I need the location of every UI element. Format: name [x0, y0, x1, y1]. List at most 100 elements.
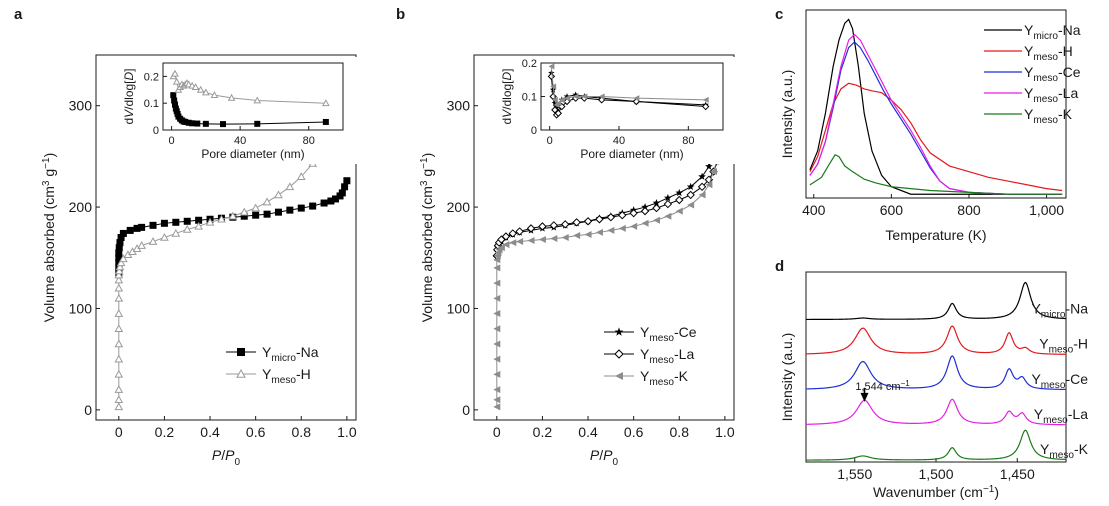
data-point [296, 172, 306, 180]
data-point [630, 222, 638, 230]
inset-y-axis-label: dV/dlog[D] [500, 68, 514, 124]
data-point [160, 232, 169, 241]
series-line-Ymeso-K [809, 153, 1063, 195]
series-line-Ymicro-Na [806, 281, 1067, 321]
legend-label-tail: -Na [1065, 301, 1088, 317]
legend-label-subscript: meso [649, 377, 674, 388]
x-axis-label: P/P0 [590, 447, 619, 468]
data-point [698, 172, 706, 180]
inset-data-point [563, 93, 571, 100]
inset-data-point [172, 77, 181, 85]
inset-x-axis-label: Pore diameter (nm) [201, 147, 304, 161]
inset-data-point [322, 99, 330, 107]
inset-data-point [220, 121, 226, 128]
data-point [698, 191, 706, 199]
y-axis-label-text: Volume absorbed (cm [41, 186, 57, 322]
inset-data-point [547, 72, 556, 81]
x-axis-label-p: P [603, 447, 613, 463]
legend-label-subscript: meso [1041, 380, 1066, 391]
inset-data-point [170, 92, 177, 99]
plot-frame [162, 62, 344, 131]
legend-label-main: Y [1040, 441, 1050, 457]
inset-data-point [555, 100, 562, 107]
data-point [240, 212, 248, 220]
data-point [217, 214, 226, 223]
panel-label: a [14, 6, 23, 23]
legend-label-main: Y [1034, 406, 1044, 422]
data-point [114, 275, 124, 284]
legend-label-subscript: meso [1033, 52, 1058, 63]
series-line-Ymeso-K [806, 429, 1067, 461]
y-axis-label-text: Volume absorbed (cm [419, 186, 435, 322]
x-tick-label: 80 [303, 135, 315, 147]
series-line-Ymeso-H [805, 325, 1067, 355]
x-tick-label: 0.8 [292, 424, 312, 440]
legend-label-tail: -K [1074, 441, 1089, 457]
plot-frame [95, 54, 357, 421]
data-point [697, 182, 707, 192]
data-point [114, 395, 124, 404]
data-point [663, 199, 673, 209]
legend-label: Ymeso-H [262, 366, 311, 386]
legend-label-main: Y [1031, 301, 1041, 317]
x-axis-label: Wavenumber (cm−1) [873, 484, 999, 500]
inset-y-label-part: d [500, 118, 514, 125]
data-point [119, 229, 127, 237]
data-point [239, 207, 249, 216]
y-tick-label: 300 [69, 98, 93, 114]
data-point [115, 244, 123, 252]
data-point [286, 206, 294, 214]
legend-label-main: Y [1039, 336, 1049, 352]
data-point [550, 235, 558, 243]
legend-label-subscript: micro [1041, 310, 1066, 321]
series-line-Ymeso-La [805, 398, 1067, 426]
inset-data-point [564, 95, 570, 102]
data-point [641, 219, 649, 227]
x-axis-label: Temperature (K) [885, 227, 986, 243]
data-point [493, 325, 501, 333]
data-point [182, 224, 192, 233]
data-point [686, 190, 695, 200]
data-point [493, 396, 501, 404]
x-axis-label-slash: / [599, 447, 603, 463]
data-point [675, 188, 684, 197]
inset: 0 40 80 0 0.1 0.2 Pore diameter (nm) dV/dlog[D] [500, 57, 739, 164]
data-point [664, 212, 672, 220]
legend-label: Ymeso-La [640, 346, 694, 366]
data-point [493, 403, 501, 411]
y-axis-label: Volume absorbed (cm3 g−1) [419, 153, 435, 323]
data-point [493, 310, 501, 318]
data-point [338, 189, 346, 197]
inset-y-label-part: V [122, 109, 136, 118]
legend-label: Ymeso-K [1024, 106, 1073, 126]
legend-label-subscript: meso [271, 375, 296, 386]
y-tick-label: 100 [69, 300, 93, 316]
data-point [114, 354, 124, 363]
inset-data-point [182, 118, 189, 125]
y-tick-label: 0.1 [522, 91, 537, 103]
legend-label: Ymicro-Na [1031, 301, 1088, 321]
data-point [263, 210, 271, 218]
y-axis-label-superscript: −1 [419, 157, 430, 169]
data-point [641, 203, 649, 211]
data-point [526, 224, 536, 233]
data-point [493, 386, 501, 394]
x-tick-label: 1,500 [918, 466, 953, 482]
x-tick-label: 0.4 [200, 424, 220, 440]
legend-label-tail: -K [674, 368, 689, 384]
data-point [148, 237, 158, 245]
data-point [675, 207, 683, 215]
legend-label-main: Y [1024, 106, 1034, 122]
x-tick-label: 40 [234, 135, 246, 147]
legend-label: Ymeso-K [640, 368, 689, 388]
data-point [320, 199, 328, 207]
legend-label: Ymeso-La [1024, 85, 1078, 105]
y-tick-label: 100 [447, 300, 471, 316]
legend-label-main: Y [640, 346, 650, 362]
inset-data-point [701, 102, 710, 111]
legend-label-main: Y [640, 324, 650, 340]
inset-data-point [185, 119, 192, 126]
x-tick-label: 600 [880, 202, 904, 218]
inset-y-axis-label: dV/dlog[D] [122, 68, 136, 124]
data-point [538, 236, 546, 244]
